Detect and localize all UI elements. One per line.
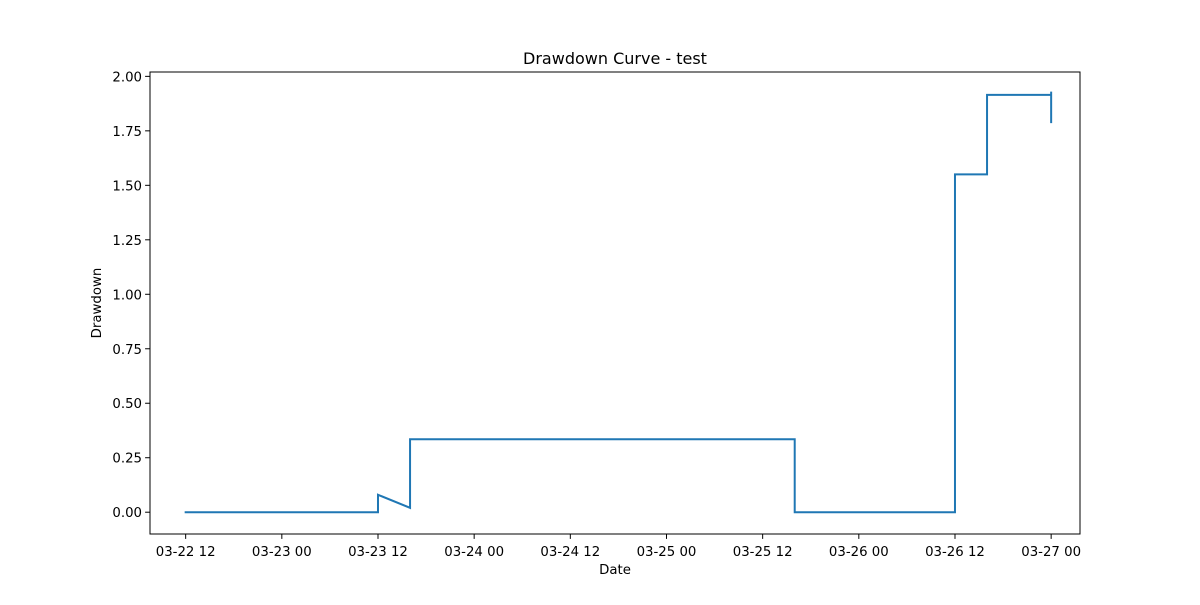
x-tick-label: 03-22 12 <box>156 545 216 560</box>
y-tick-label: 1.25 <box>112 234 142 249</box>
x-tick-label: 03-25 00 <box>637 545 697 560</box>
x-tick-label: 03-26 12 <box>925 545 985 560</box>
chart-title: Drawdown Curve - test <box>523 49 707 68</box>
x-tick-label: 03-24 00 <box>444 545 504 560</box>
y-tick-label: 0.25 <box>112 452 142 467</box>
y-tick-label: 1.75 <box>112 125 142 140</box>
x-tick-label: 03-27 00 <box>1021 545 1081 560</box>
series-layer <box>184 91 1053 514</box>
drawdown-line <box>184 91 1053 514</box>
x-tick-label: 03-26 00 <box>829 545 889 560</box>
x-tick-label: 03-23 12 <box>348 545 408 560</box>
plot-frame <box>149 71 1081 535</box>
x-tick-label: 03-25 12 <box>733 545 793 560</box>
x-axis-label: Date <box>599 563 631 578</box>
x-tick-label: 03-23 00 <box>252 545 312 560</box>
y-axis-label: Drawdown <box>90 268 105 339</box>
y-tick-label: 0.00 <box>112 506 142 521</box>
x-tick-label: 03-24 12 <box>540 545 600 560</box>
y-tick-label: 0.50 <box>112 397 142 412</box>
y-tick-label: 1.50 <box>112 179 142 194</box>
y-tick-label: 1.00 <box>112 288 142 303</box>
ticks-layer: 03-22 12 03-23 00 03-23 12 03-24 00 03-24 12… <box>112 70 1081 560</box>
y-tick-label: 2.00 <box>112 70 142 85</box>
y-tick-label: 0.75 <box>112 343 142 358</box>
